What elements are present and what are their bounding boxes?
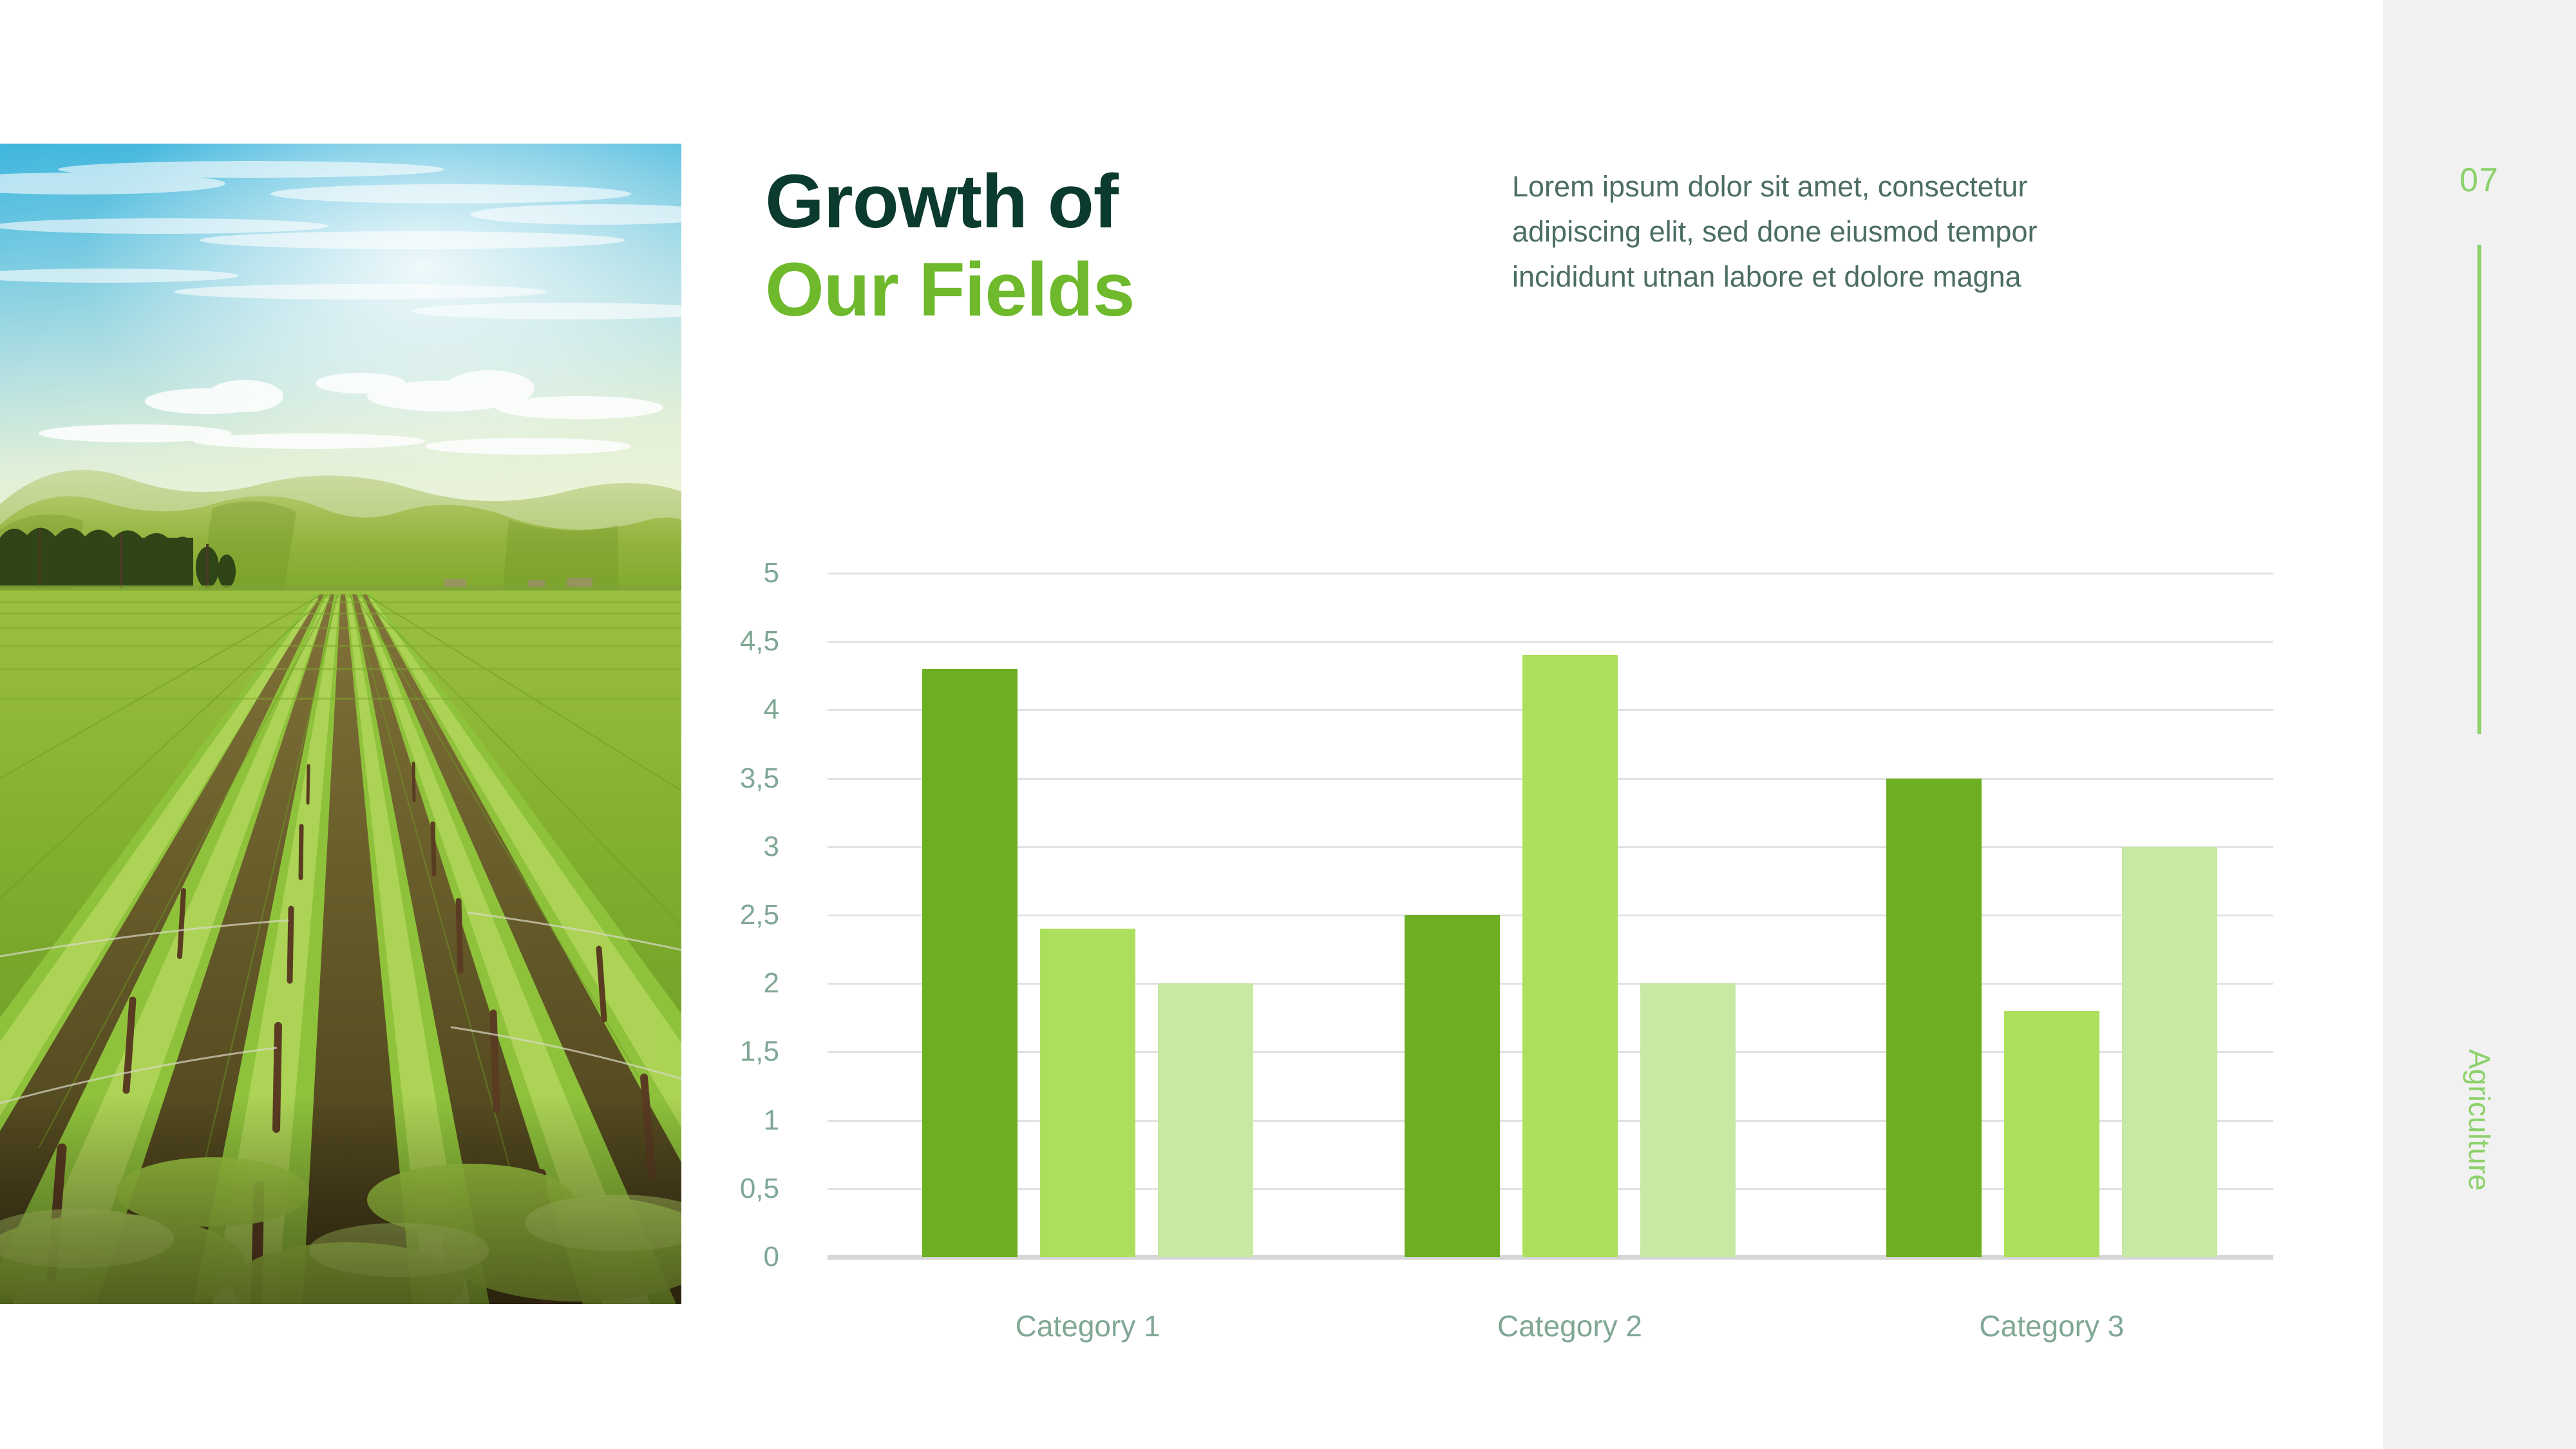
vineyard-photo: [0, 144, 681, 1304]
bar-1-3[interactable]: [1158, 983, 1254, 1257]
bar-3-2[interactable]: [2003, 1010, 2099, 1257]
chart-plot-area: 5 4,5 4 3,5 3 2,5 2 1,5 1 0,5 0 Category 1 Category…: [740, 557, 2273, 1343]
intro-paragraph: Lorem ipsum dolor sit amet, consectetur …: [1512, 164, 2233, 299]
chart-bars: [828, 573, 2273, 1257]
page-title: Growth of Our Fields: [765, 158, 1345, 334]
gridline: [828, 573, 2273, 574]
paragraph-line-2: adipiscing elit, sed done eiusmod tempor: [1512, 214, 2038, 248]
x-axis-category-label: Category 2: [1497, 1309, 1643, 1343]
bar-2-3[interactable]: [1640, 983, 1736, 1257]
title-line-1: Growth of: [765, 159, 1119, 244]
y-axis-tick-label: 2: [763, 967, 779, 999]
y-axis-tick-label: 3,5: [739, 762, 779, 794]
bar-group: [1404, 573, 1736, 1257]
growth-bar-chart: 5 4,5 4 3,5 3 2,5 2 1,5 1 0,5 0 Category 1 Category…: [740, 554, 2306, 1343]
y-axis-tick-label: 2,5: [739, 899, 779, 931]
title-line-2: Our Fields: [765, 247, 1135, 332]
y-axis-tick-label: 0: [763, 1241, 779, 1273]
bar-3-3[interactable]: [2121, 846, 2217, 1257]
bar-2-2[interactable]: [1522, 655, 1618, 1257]
paragraph-line-1: Lorem ipsum dolor sit amet, consectetur: [1512, 170, 2028, 203]
bar-1-1[interactable]: [922, 668, 1018, 1257]
gridline: [828, 1255, 2273, 1260]
vineyard-illustration: [0, 144, 681, 1304]
rail-vertical-label: Agriculture: [2463, 1049, 2496, 1191]
y-axis-tick-label: 1,5: [739, 1036, 779, 1068]
y-axis-tick-label: 0,5: [739, 1172, 779, 1204]
page-number: 07: [2459, 162, 2499, 199]
x-axis-category-label: Category 1: [1015, 1309, 1160, 1343]
gridline: [828, 641, 2273, 643]
x-axis-category-label: Category 3: [1979, 1309, 2125, 1343]
bar-3-1[interactable]: [1886, 778, 1982, 1257]
rail-divider: [2477, 245, 2481, 734]
right-rail: 07 Agriculture: [2383, 0, 2576, 1449]
y-axis-tick-label: 5: [763, 557, 779, 589]
bar-group: [922, 573, 1254, 1257]
bar-1-2[interactable]: [1040, 929, 1136, 1257]
y-axis-tick-label: 4: [763, 694, 779, 726]
y-axis-tick-label: 1: [763, 1104, 779, 1136]
y-axis-tick-label: 3: [763, 830, 779, 862]
y-axis-tick-label: 4,5: [739, 625, 779, 658]
bar-2-1[interactable]: [1404, 915, 1500, 1257]
paragraph-line-3: incididunt utnan labore et dolore magna: [1512, 260, 2022, 293]
bar-group: [1886, 573, 2217, 1257]
